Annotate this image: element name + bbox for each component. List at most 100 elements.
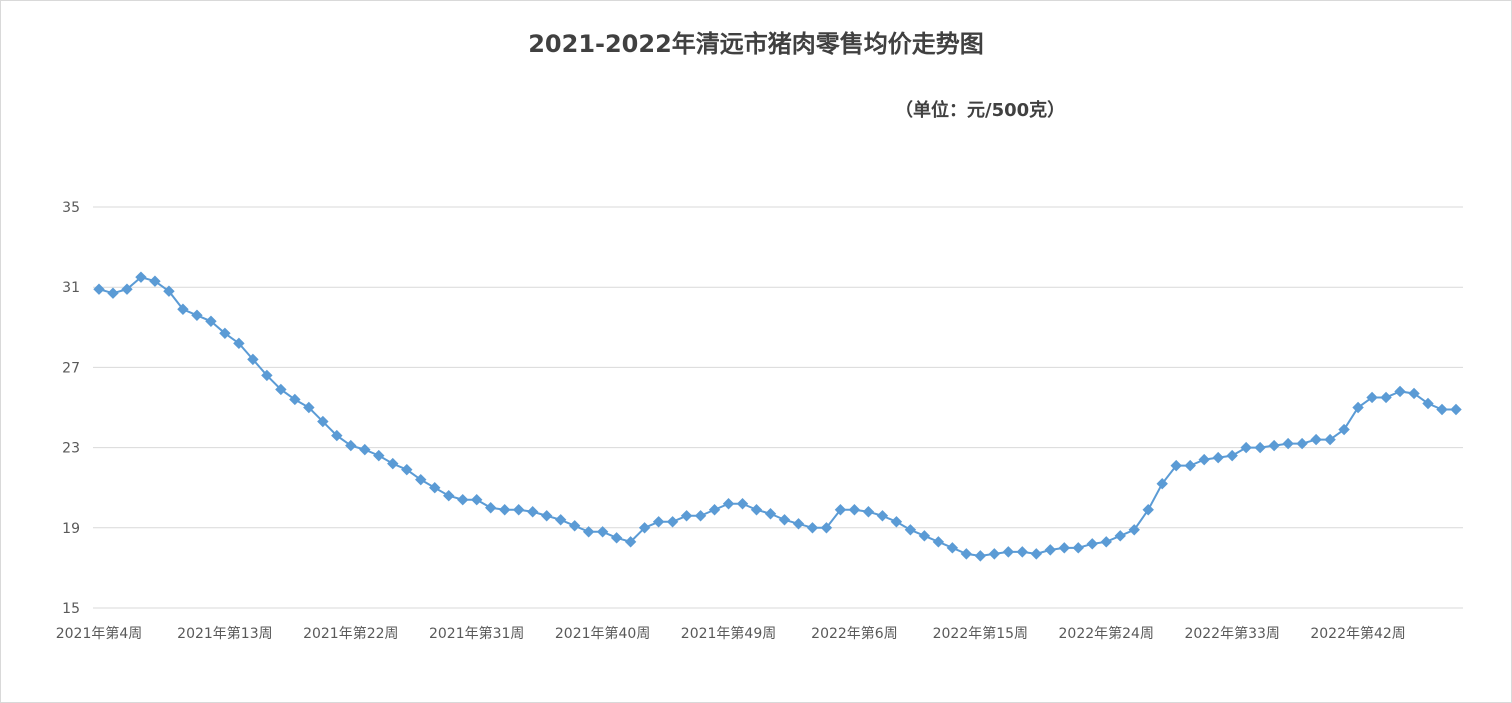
data-point-marker [1324, 433, 1336, 446]
x-tick-label: 2021年第4周 [56, 625, 143, 642]
data-point-marker [722, 498, 735, 510]
data-point-marker [624, 536, 637, 548]
data-point-marker [177, 303, 189, 315]
x-tick-label: 2021年第40周 [555, 625, 650, 642]
data-point-marker [1030, 548, 1043, 560]
data-point-marker [568, 520, 581, 532]
data-point-marker [1156, 477, 1168, 490]
data-point-marker [932, 536, 945, 548]
data-point-marker [261, 369, 273, 382]
data-point-marker [1184, 459, 1196, 472]
data-point-marker [988, 548, 1001, 560]
data-point-marker [764, 508, 777, 520]
data-point-marker [345, 439, 357, 452]
x-tick-label: 2021年第49周 [681, 625, 776, 642]
data-point-marker [233, 337, 245, 350]
x-tick-label: 2022年第42周 [1310, 625, 1405, 642]
x-tick-label: 2022年第6周 [811, 625, 898, 642]
data-point-marker [1002, 546, 1015, 558]
gridlines [93, 206, 1463, 609]
data-point-marker [1072, 542, 1084, 554]
data-point-marker [1450, 403, 1462, 416]
data-point-marker [638, 522, 651, 534]
data-point-marker [974, 550, 987, 562]
data-point-marker [205, 315, 217, 327]
data-point-marker [135, 271, 147, 283]
data-point-marker [303, 401, 315, 414]
data-point-marker [904, 524, 917, 536]
x-tick-label: 2022年第15周 [933, 625, 1028, 642]
data-point-marker [512, 504, 525, 516]
data-point-marker [946, 542, 959, 554]
data-point-marker [1268, 439, 1280, 452]
data-point-marker [1114, 530, 1126, 542]
data-point-marker [401, 463, 413, 476]
data-point-marker [93, 283, 105, 295]
data-point-marker [1436, 403, 1448, 416]
y-tick-label: 27 [62, 360, 80, 376]
data-point-marker [1016, 546, 1029, 558]
data-point-marker [331, 429, 343, 442]
data-point-marker [317, 415, 329, 428]
unit-label: （单位：元/500克） [895, 100, 1066, 121]
series-line [98, 276, 1456, 557]
x-tick-label: 2021年第22周 [303, 625, 398, 642]
y-tick-label: 15 [62, 601, 80, 617]
data-point-marker [457, 494, 469, 506]
data-point-marker [1142, 504, 1154, 516]
data-point-marker [820, 522, 833, 534]
data-point-marker [708, 504, 721, 516]
data-point-marker [876, 510, 889, 522]
data-point-marker [806, 522, 819, 534]
data-point-marker [652, 516, 665, 528]
data-point-marker [1086, 538, 1098, 550]
data-point-marker [1058, 542, 1070, 554]
data-point-marker [498, 504, 511, 516]
y-tick-label: 35 [62, 200, 80, 216]
data-point-marker [443, 490, 455, 502]
data-point-marker [1380, 391, 1392, 404]
data-point-marker [1240, 441, 1252, 454]
data-point-marker [1394, 385, 1406, 398]
data-point-marker [219, 327, 231, 340]
y-tick-label: 23 [62, 441, 80, 457]
data-point-marker [415, 473, 427, 486]
data-point-marker [736, 498, 749, 510]
data-point-marker [373, 449, 385, 462]
axes: 15 19 23 27 31 35 2021年第4周 2021年第13周 2021年第22周 20… [56, 200, 1406, 642]
y-tick-label: 19 [62, 521, 80, 537]
data-point-marker [1408, 387, 1420, 400]
data-point-marker [359, 443, 371, 456]
data-point-marker [121, 283, 133, 295]
data-point-marker [778, 514, 791, 526]
data-point-marker [918, 530, 931, 542]
data-point-marker [289, 393, 301, 406]
data-point-marker [1282, 437, 1294, 450]
data-point-marker [1226, 449, 1238, 462]
data-point-marker [387, 457, 399, 470]
series [93, 271, 1462, 562]
data-point-marker [1338, 423, 1350, 436]
data-point-marker [834, 504, 847, 516]
data-point-marker [1170, 459, 1182, 472]
data-point-marker [471, 494, 483, 506]
data-point-marker [960, 548, 973, 560]
data-point-marker [862, 506, 875, 518]
data-point-marker [107, 287, 119, 299]
y-tick-label: 31 [62, 280, 80, 296]
data-point-marker [1044, 544, 1057, 556]
data-point-marker [596, 526, 609, 538]
data-point-marker [1128, 524, 1140, 536]
data-point-marker [1366, 391, 1378, 404]
data-point-marker [680, 510, 693, 522]
data-point-marker [163, 285, 175, 297]
data-point-marker [610, 532, 623, 544]
data-point-marker [1212, 451, 1224, 464]
data-point-marker [582, 526, 595, 538]
data-point-marker [848, 504, 861, 516]
x-tick-label: 2021年第13周 [177, 625, 272, 642]
data-point-marker [247, 353, 259, 366]
data-point-marker [1352, 401, 1364, 414]
data-point-marker [1296, 437, 1308, 450]
data-point-marker [1198, 453, 1210, 466]
